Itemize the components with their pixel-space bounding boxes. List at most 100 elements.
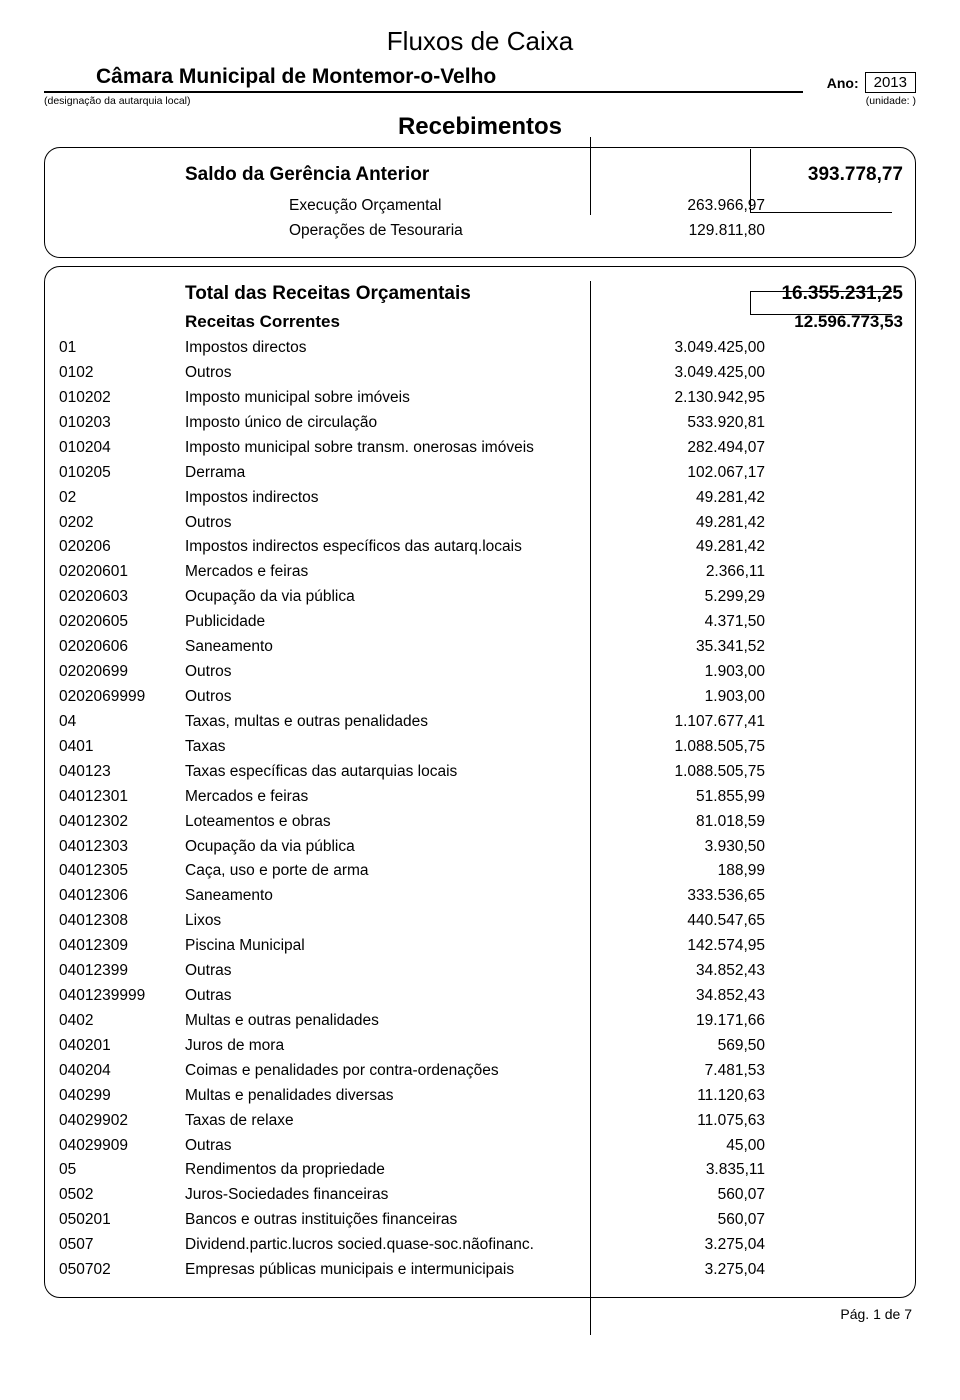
table-row: 040204Coimas e penalidades por contra-or… <box>45 1059 915 1084</box>
table-row: 02020699Outros1.903,00 <box>45 660 915 685</box>
table-row: 0401239999Outras34.852,43 <box>45 984 915 1009</box>
year-box: Ano: 2013 <box>827 72 916 93</box>
table-row: 02020606Saneamento35.341,52 <box>45 635 915 660</box>
row-code: 02020605 <box>59 612 185 633</box>
row-code: 02020606 <box>59 637 185 658</box>
row-label: Outros <box>185 662 607 683</box>
table-row: 02020605Publicidade4.371,50 <box>45 610 915 635</box>
row-value-col1: 560,07 <box>607 1210 771 1231</box>
row-value-col1: 533.920,81 <box>607 413 771 434</box>
table-row: 0202Outros49.281,42 <box>45 511 915 536</box>
row-label: Outras <box>185 1136 607 1157</box>
row-label: Imposto único de circulação <box>185 413 607 434</box>
row-label: Rendimentos da propriedade <box>185 1160 607 1181</box>
row-code: 040204 <box>59 1061 185 1082</box>
row-value-col1: 34.852,43 <box>607 986 771 1007</box>
row-label: Piscina Municipal <box>185 936 607 957</box>
row-label: Imposto municipal sobre transm. onerosas… <box>185 438 607 459</box>
row-label: Coimas e penalidades por contra-ordenaçõ… <box>185 1061 607 1082</box>
row-value-col1: 3.049.425,00 <box>607 338 771 359</box>
row-code: 02020699 <box>59 662 185 683</box>
row-value-col1: 34.852,43 <box>607 961 771 982</box>
row-code: 04012302 <box>59 812 185 833</box>
overlay-box <box>750 291 892 315</box>
row-value-col1: 35.341,52 <box>607 637 771 658</box>
row-code: 0402 <box>59 1011 185 1032</box>
meta-row: (designação da autarquia local) (unidade… <box>44 95 916 107</box>
row-label: Mercados e feiras <box>185 562 607 583</box>
row-value-col1: 102.067,17 <box>607 463 771 484</box>
row-label: Multas e outras penalidades <box>185 1011 607 1032</box>
table-row: 010204Imposto municipal sobre transm. on… <box>45 436 915 461</box>
row-label: Publicidade <box>185 612 607 633</box>
row-label: Loteamentos e obras <box>185 812 607 833</box>
row-label: Impostos indirectos específicos das auta… <box>185 537 607 558</box>
row-value-col1: 1.903,00 <box>607 662 771 683</box>
table-row: 0507Dividend.partic.lucros socied.quase-… <box>45 1233 915 1258</box>
row-code: 04 <box>59 712 185 733</box>
row-label: Outras <box>185 961 607 982</box>
row-label: Mercados e feiras <box>185 787 607 808</box>
row-value-col1: 263.966,97 <box>607 196 771 217</box>
row-label: Outros <box>185 363 607 384</box>
row-value-col1: 4.371,50 <box>607 612 771 633</box>
row-code: 050702 <box>59 1260 185 1281</box>
row-code: 010203 <box>59 413 185 434</box>
row-code: 04012308 <box>59 911 185 932</box>
row-value-col1: 569,50 <box>607 1036 771 1057</box>
row-label: Ocupação da via pública <box>185 837 607 858</box>
row-code: 02020603 <box>59 587 185 608</box>
row-label: Saneamento <box>185 637 607 658</box>
subtitle-row: Câmara Municipal de Montemor-o-Velho Ano… <box>44 65 916 93</box>
row-value-col1: 1.903,00 <box>607 687 771 708</box>
row-label: Outros <box>185 687 607 708</box>
table-row: 040299Multas e penalidades diversas11.12… <box>45 1084 915 1109</box>
year-label: Ano: <box>827 75 859 91</box>
row-value-col1: 2.130.942,95 <box>607 388 771 409</box>
table-row: 0401Taxas1.088.505,75 <box>45 735 915 760</box>
row-value-col1: 3.835,11 <box>607 1160 771 1181</box>
row-label: Bancos e outras instituições financeiras <box>185 1210 607 1231</box>
row-value-col1: 2.366,11 <box>607 562 771 583</box>
page-footer: Pág. 1 de 7 <box>44 1306 916 1322</box>
row-label: Dividend.partic.lucros socied.quase-soc.… <box>185 1235 607 1256</box>
table-row: 02020601Mercados e feiras2.366,11 <box>45 560 915 585</box>
section-heading: Recebimentos <box>44 113 916 141</box>
row-code: 0401 <box>59 737 185 758</box>
row-value-col1: 11.120,63 <box>607 1086 771 1107</box>
row-value-col1: 49.281,42 <box>607 488 771 509</box>
row-value-col1: 19.171,66 <box>607 1011 771 1032</box>
row-code: 010205 <box>59 463 185 484</box>
row-value-col1: 3.275,04 <box>607 1235 771 1256</box>
row-label: Multas e penalidades diversas <box>185 1086 607 1107</box>
row-value-col1: 49.281,42 <box>607 513 771 534</box>
table-row: 04Taxas, multas e outras penalidades1.10… <box>45 710 915 735</box>
table-row: 04029902Taxas de relaxe11.075,63 <box>45 1109 915 1134</box>
row-code: 04029909 <box>59 1136 185 1157</box>
row-value-col1: 3.049.425,00 <box>607 363 771 384</box>
row-label: Execução Orçamental <box>185 196 607 217</box>
table-row: 02020603Ocupação da via pública5.299,29 <box>45 585 915 610</box>
table-row: 01Impostos directos3.049.425,00 <box>45 336 915 361</box>
row-value-col1: 1.107.677,41 <box>607 712 771 733</box>
row-label: Total das Receitas Orçamentais <box>185 281 607 307</box>
row-code: 04012303 <box>59 837 185 858</box>
row-code: 0502 <box>59 1185 185 1206</box>
divider-line <box>590 137 591 215</box>
row-label: Caça, uso e porte de arma <box>185 861 607 882</box>
table-row: 040123Taxas específicas das autarquias l… <box>45 760 915 785</box>
row-code: 020206 <box>59 537 185 558</box>
table-row: 0102Outros3.049.425,00 <box>45 361 915 386</box>
row-value-col1: 560,07 <box>607 1185 771 1206</box>
row-code: 02020601 <box>59 562 185 583</box>
row-code: 050201 <box>59 1210 185 1231</box>
row-code: 0202 <box>59 513 185 534</box>
table-row: 04012306Saneamento333.536,65 <box>45 884 915 909</box>
row-code: 010204 <box>59 438 185 459</box>
table-row: 0402Multas e outras penalidades19.171,66 <box>45 1009 915 1034</box>
row-label: Impostos directos <box>185 338 607 359</box>
row-value-col1: 81.018,59 <box>607 812 771 833</box>
row-code: 02 <box>59 488 185 509</box>
row-value-col1: 3.930,50 <box>607 837 771 858</box>
row-label: Derrama <box>185 463 607 484</box>
